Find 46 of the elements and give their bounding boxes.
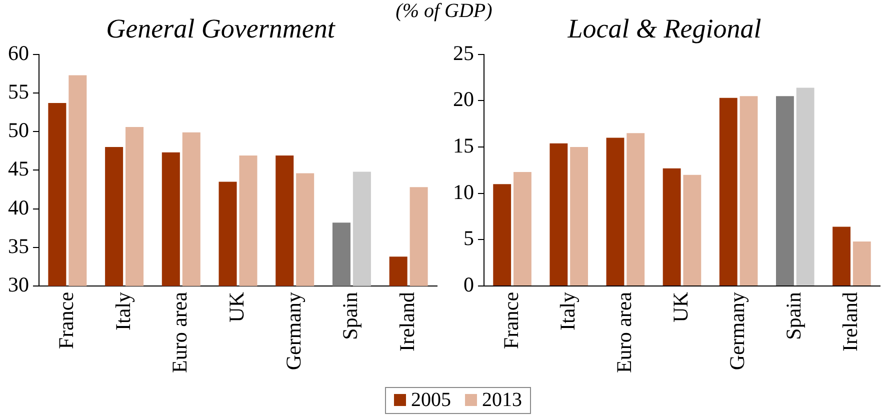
- bar: [719, 98, 738, 286]
- y-tick-label: 30: [8, 272, 29, 296]
- text: (% of GDP): [396, 0, 492, 22]
- bar: [662, 168, 681, 286]
- x-tick-label: Ireland: [395, 291, 420, 352]
- x-tick-label: Euro area: [168, 291, 192, 374]
- x-tick-label: France: [54, 292, 78, 350]
- chart-title: General Government: [106, 13, 336, 44]
- y-tick-label: 55: [8, 80, 29, 104]
- bar: [832, 226, 850, 286]
- x-tick-label: UK: [668, 292, 693, 322]
- y-tick-label: 40: [8, 195, 29, 220]
- y-tick-label: 50: [8, 118, 29, 142]
- bar: [740, 96, 758, 286]
- chart-title: Local & Regional: [566, 13, 762, 44]
- legend-label: 2013: [481, 389, 522, 412]
- y-tick-label: 10: [453, 180, 474, 204]
- y-tick-label: 15: [453, 134, 474, 158]
- bar: [493, 184, 512, 286]
- y-tick-label: 20: [453, 87, 474, 112]
- bar: [852, 242, 871, 286]
- x-tick-label: France: [498, 292, 523, 350]
- bar: [550, 143, 568, 286]
- bar: [796, 88, 814, 286]
- x-tick-label: Italy: [555, 291, 580, 330]
- bar: [626, 133, 645, 286]
- y-tick-label: 45: [8, 156, 29, 181]
- x-tick-label: Italy: [110, 291, 135, 330]
- y-tick-label: 5: [464, 226, 474, 250]
- x-tick-label: Germany: [281, 291, 306, 370]
- y-tick-label: 0: [464, 272, 474, 296]
- y-tick-label: 25: [453, 40, 474, 65]
- x-tick-label: Euro area: [612, 291, 636, 374]
- x-tick-label: Spain: [782, 291, 806, 340]
- bar: [776, 96, 794, 286]
- y-tick-label: 60: [8, 40, 29, 65]
- x-tick-label: Germany: [725, 291, 750, 370]
- x-tick-label: Ireland: [838, 291, 862, 352]
- x-tick-label: Spain: [338, 291, 362, 340]
- bar: [606, 138, 624, 286]
- x-tick-label: UK: [224, 292, 249, 322]
- bar: [570, 147, 588, 286]
- legend-label: 2005: [410, 389, 451, 412]
- bar: [514, 172, 532, 286]
- bar: [683, 174, 702, 286]
- y-tick-label: 35: [8, 234, 29, 258]
